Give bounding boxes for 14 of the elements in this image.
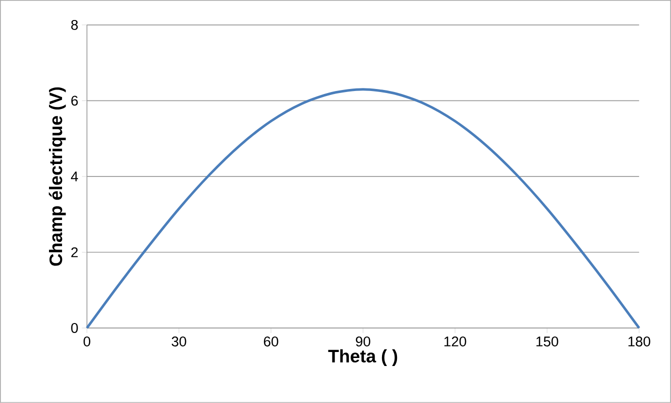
x-tick-label: 90: [356, 336, 370, 346]
y-tick-label: 2: [71, 247, 78, 258]
y-tick-label: 8: [71, 20, 78, 30]
x-tick-label: 60: [264, 336, 278, 346]
y-tick-label: 6: [71, 96, 78, 106]
y-axis-title: Champ électrique (V): [48, 87, 66, 266]
x-axis-title: Theta ( ): [328, 349, 398, 366]
x-tick-label: 180: [628, 336, 650, 346]
y-tick-label: 4: [70, 172, 78, 182]
x-tick-label: 30: [172, 336, 186, 346]
x-tick-label: 150: [536, 336, 558, 346]
x-tick-label: 0: [84, 336, 90, 346]
x-tick-label: 120: [444, 336, 466, 346]
y-tick-label: 0: [71, 323, 78, 333]
